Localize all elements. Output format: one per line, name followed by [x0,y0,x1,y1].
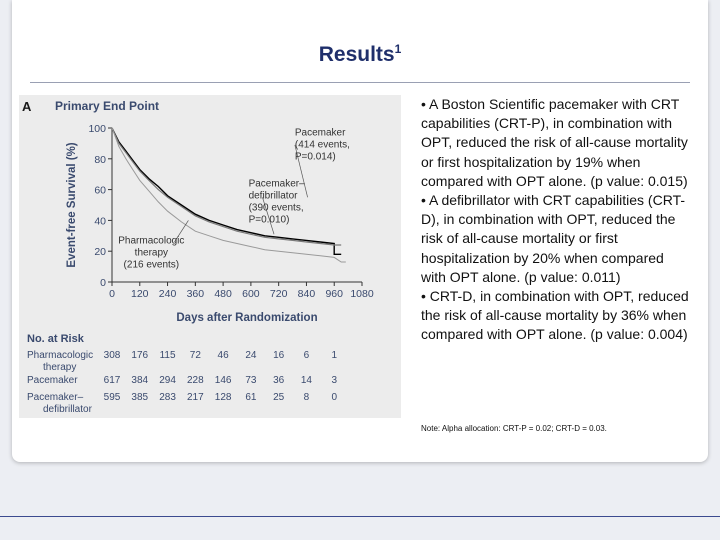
series-annotation: therapy [135,248,168,259]
annotation-leader-line [294,144,308,198]
series-annotation: Pharmacologic [118,236,184,247]
bottom-rule [0,516,720,517]
series-annotation: (390 events, [249,203,304,214]
risk-value: 217 [186,392,204,403]
bullet-crt-d: • A defibrillator with CRT capabilities … [421,192,686,285]
risk-value: 228 [186,375,204,386]
risk-row-label-line: therapy [43,362,77,373]
risk-value: 384 [131,375,149,386]
risk-value: 14 [300,375,312,386]
series-annotation: (216 events) [124,260,180,271]
series-annotation: P=0.010) [249,215,290,226]
risk-value: 73 [245,375,257,386]
y-tick-label: 0 [100,277,106,289]
risk-value: 61 [245,392,257,403]
x-tick-label: 960 [325,288,343,300]
slide-title-text: Results [318,43,395,66]
x-tick-label: 720 [270,288,288,300]
y-tick-label: 20 [94,246,106,258]
risk-value: 115 [159,350,176,361]
risk-value: 3 [331,375,337,386]
risk-value: 6 [303,350,310,361]
title-divider [30,82,690,83]
risk-value: 294 [159,375,176,386]
x-tick-label: 840 [298,288,316,300]
annotation-leader-line [262,197,275,235]
risk-value: 8 [303,392,310,403]
title-superscript: 1 [394,42,402,56]
series-pacemaker-defibrillator [111,127,342,246]
x-tick-label: 120 [131,288,149,300]
bullet-list: • A Boston Scientific pacemaker with CRT… [421,95,691,345]
risk-value: 25 [273,392,285,403]
risk-row-label-line: Pharmacologic [27,350,94,361]
annotation-leader-line [174,220,189,243]
risk-value: 128 [214,392,232,403]
survival-chart: 0 120 240 360 480 600 720 840 960 1080 0 20 40 60 80 10… [66,123,374,324]
risk-value: 24 [245,350,257,361]
risk-row-label: Pacemaker– defibrillator [27,392,92,416]
chart-title: Primary End Point [55,99,160,113]
y-tick-label: 80 [94,154,106,166]
risk-value: 385 [131,392,149,403]
bullet-crt-p: • A Boston Scientific pacemaker with CRT… [421,96,688,189]
series-annotation: Pacemaker [295,128,346,139]
risk-value: 146 [214,375,232,386]
x-tick-label: 1080 [350,288,374,300]
panel-letter: A [22,99,32,114]
risk-value: 283 [159,392,176,403]
risk-value: 176 [131,350,149,361]
risk-row-label-line: Pacemaker– [27,392,84,403]
risk-value: 595 [103,392,121,403]
risk-row-label: Pharmacologic therapy [27,350,93,374]
bullet-crt-d-mortality: • CRT-D, in combination with OPT, reduce… [421,288,689,343]
risk-value: 617 [103,375,121,386]
risk-table-title: No. at Risk [27,333,84,345]
series-annotation: defibrillator [249,191,299,202]
risk-row-label-line: Pacemaker [27,375,78,386]
risk-value: 72 [189,350,201,361]
x-tick-label: 360 [187,288,205,300]
y-tick-label: 40 [94,215,106,227]
risk-row-label-line: defibrillator [43,404,92,415]
y-tick-label: 60 [94,185,106,197]
x-tick-label: 240 [159,288,177,300]
series-annotation: (414 events, [295,140,350,151]
series-pharmacologic [111,127,346,263]
series-annotation: Pacemaker– [249,179,306,190]
x-tick-label: 0 [109,288,115,300]
risk-value: 16 [273,350,285,361]
x-tick-label: 480 [214,288,232,300]
series-annotation: P=0.014) [295,152,336,163]
x-axis-label: Days after Randomization [176,312,317,324]
risk-value: 36 [273,375,285,386]
risk-row-label: Pacemaker [27,375,78,387]
figure-panel: A Primary End Point 0 120 240 360 480 600 720 8… [19,95,401,418]
y-axis-label: Event-free Survival (%) [66,142,78,267]
x-tick-label: 600 [242,288,260,300]
risk-value: 308 [103,350,121,361]
y-tick-label: 100 [88,123,106,135]
risk-value: 1 [331,350,337,361]
risk-value: 46 [217,350,229,361]
footnote: Note: Alpha allocation: CRT-P = 0.02; CR… [421,424,607,433]
slide-title: Results1 [0,42,720,67]
risk-value: 0 [331,392,337,403]
series-pacemaker [111,127,342,255]
